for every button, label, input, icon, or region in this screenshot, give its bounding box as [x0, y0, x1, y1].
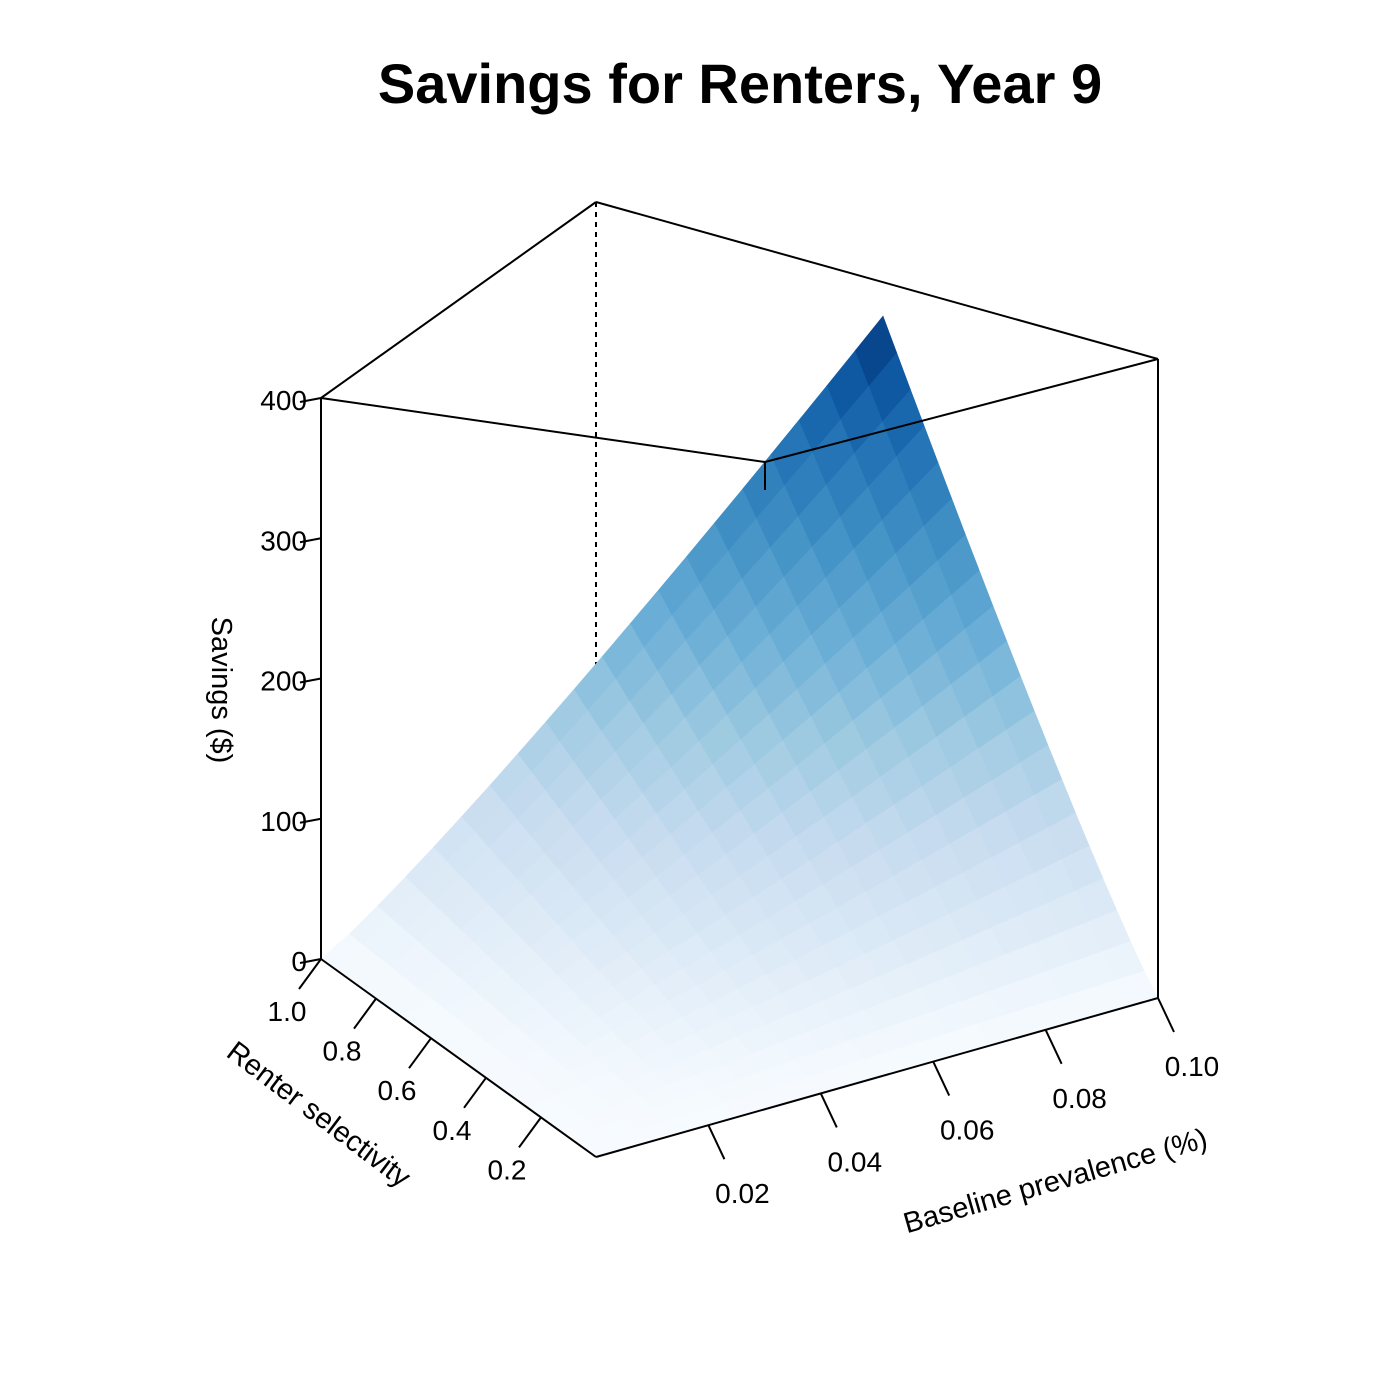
- z-axis-tick-label: 300: [260, 525, 307, 556]
- box-top-front-left-edge: [320, 397, 766, 463]
- y-axis-tick-label: 1.0: [268, 996, 307, 1027]
- box-bottom-left-edge: [320, 958, 597, 1158]
- y-axis-tick: [518, 1116, 542, 1148]
- z-axis-tick-label: 200: [260, 666, 307, 697]
- x-axis-tick-label: 0.02: [715, 1178, 770, 1209]
- x-axis-tick-label: 0.06: [940, 1115, 995, 1146]
- z-axis-tick-label: 100: [260, 806, 307, 837]
- y-axis-tick-label: 0.4: [433, 1115, 472, 1146]
- y-axis-tick-label: 0.6: [378, 1075, 417, 1106]
- z-axis-label: Savings ($): [205, 617, 237, 764]
- y-axis-tick: [463, 1077, 487, 1109]
- box-top-left-edge: [320, 201, 597, 399]
- z-axis-tick: [299, 958, 322, 964]
- chart-title: Savings for Renters, Year 9: [378, 52, 1102, 115]
- z-axis-tick-label: 400: [260, 385, 307, 416]
- x-axis: 0.02 0.04 0.06 0.08 0.10: [707, 997, 1220, 1209]
- y-axis: 0.2 0.4 0.6 0.8 1.0: [268, 958, 542, 1185]
- z-axis-tick-label: 0: [291, 946, 307, 977]
- y-axis-label: Renter selectivity: [221, 1036, 417, 1195]
- z-axis-tick: [299, 817, 322, 824]
- x-axis-tick: [819, 1092, 838, 1128]
- x-axis-tick: [1157, 997, 1175, 1033]
- x-axis-tick-label: 0.04: [828, 1146, 883, 1177]
- z-axis-tick: [299, 537, 322, 544]
- x-axis-tick: [932, 1061, 951, 1097]
- surface-plot: [320, 315, 1159, 1158]
- y-axis-tick-label: 0.8: [323, 1036, 362, 1067]
- x-axis-tick-label: 0.08: [1052, 1083, 1107, 1114]
- x-axis-tick-label: 0.10: [1165, 1051, 1220, 1082]
- y-axis-tick: [353, 998, 377, 1030]
- box-top-front-right-edge: [764, 358, 1159, 463]
- z-axis-tick: [299, 677, 322, 684]
- z-axis: 0 100 200 300 400: [260, 385, 322, 977]
- box-top-right-edge: [595, 201, 1159, 360]
- z-axis-tick: [299, 397, 322, 403]
- y-axis-tick-label: 0.2: [488, 1154, 527, 1185]
- y-axis-tick: [408, 1037, 432, 1069]
- box-bottom-right-edge: [595, 997, 1159, 1158]
- x-axis-tick: [707, 1124, 726, 1160]
- x-axis-tick: [1044, 1029, 1063, 1065]
- y-axis-tick: [298, 958, 322, 990]
